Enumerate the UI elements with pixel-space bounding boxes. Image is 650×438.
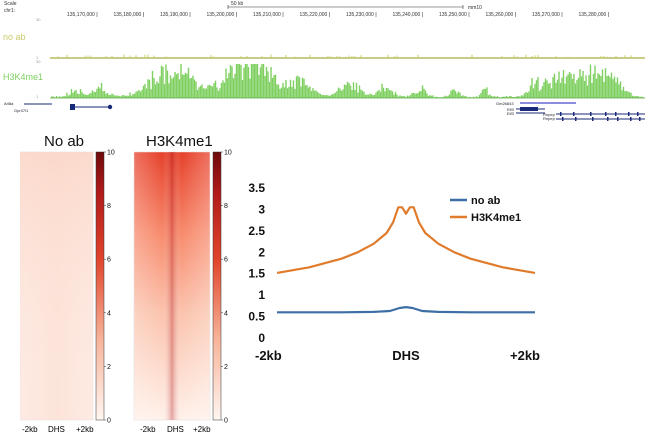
legend-label: H3K4me1 <box>471 212 521 224</box>
y-axis: 3.5 3 2.5 2 1.5 1 0.5 0 <box>248 181 265 345</box>
heatmap-h3k4me1-xtick: -2kb <box>140 425 156 434</box>
gene-label: Rnpep <box>543 116 556 121</box>
heatmap-h3k4me1-xtick: DHS <box>167 425 184 434</box>
coord-tick-label: 135,260,000 <box>486 12 514 18</box>
browser-header: Scale chr1: 50 kb mm10 135,170,000 135,18… <box>4 1 609 18</box>
coord-tick-label: 135,180,000 <box>114 12 142 18</box>
coord-tick-label: 135,190,000 <box>160 12 188 18</box>
heatmap-h3k4me1: 10 8 6 4 2 0 -2kb DHS +2kb <box>133 150 232 434</box>
profile-line-chart: 3.5 3 2.5 2 1.5 1 0.5 0 -2kb DHS +2kb no ab H3K4me… <box>248 181 540 363</box>
y-tick-label: 3.5 <box>248 181 265 195</box>
track-no-ab-scale-bottom: 1 <box>36 55 39 60</box>
colorbar-tick-label: 4 <box>107 310 111 317</box>
y-tick-label: 0.5 <box>248 310 265 324</box>
gene-label: Gm26843 <box>496 101 514 106</box>
series-line-no-ab <box>277 306 535 314</box>
y-tick-label: 1.5 <box>248 267 265 281</box>
exon <box>575 117 577 121</box>
chart-legend: no ab H3K4me1 <box>450 195 521 224</box>
heatmap-no-ab-xtick: +2kb <box>76 425 94 434</box>
chrom-label: chr1: <box>4 8 15 14</box>
exon <box>617 117 619 121</box>
colorbar-tick-label: 2 <box>107 364 111 371</box>
heatmap-no-ab-xtick: -2kb <box>22 425 38 434</box>
exon <box>607 117 609 121</box>
track-h3k4me1-scale-top: 30 <box>36 59 41 64</box>
assembly-label: mm10 <box>468 5 482 11</box>
scale-bar-label: 50 kb <box>231 1 243 7</box>
track-label-no-ab: no ab <box>3 32 26 42</box>
colorbar-tick-label: 10 <box>107 150 115 157</box>
coord-tick-label: 135,170,000 <box>67 12 95 18</box>
exon <box>639 117 641 121</box>
exon <box>605 112 607 116</box>
exon <box>637 112 639 116</box>
gene-label: Elf3 <box>507 107 515 112</box>
colorbar-tick-label: 0 <box>107 418 111 425</box>
coord-tick-label: 135,280,000 <box>579 12 607 18</box>
coord-tick-label: 135,210,000 <box>253 12 281 18</box>
colorbar-tick-label: 10 <box>224 150 232 157</box>
exon <box>615 112 617 116</box>
exon <box>573 112 575 116</box>
colorbar-ticks: 10 8 6 4 2 0 <box>104 150 115 425</box>
exon <box>630 117 632 121</box>
colorbar-tick-label: 4 <box>224 310 228 317</box>
coord-tick-label: 135,270,000 <box>532 12 560 18</box>
x-tick-label: +2kb <box>510 348 540 363</box>
track-label-h3k4me1: H3K4me1 <box>3 72 43 82</box>
track-h3k4me1-scale-bottom: 1 <box>36 94 39 99</box>
x-axis: -2kb DHS +2kb <box>255 348 540 363</box>
scale-label: Scale <box>4 1 17 7</box>
colorbar-no-ab <box>95 151 105 421</box>
exon <box>628 112 630 116</box>
genome-browser: Scale chr1: 50 kb mm10 135,170,000 135,18… <box>3 1 645 121</box>
series-line-h3k4me1 <box>276 206 536 274</box>
gene-label: Gpr37l1 <box>14 108 29 113</box>
coord-tick-label: 135,200,000 <box>207 12 235 18</box>
exon <box>562 117 564 121</box>
y-tick-label: 2 <box>258 245 265 259</box>
series-lines <box>276 206 536 314</box>
gene-label: Arl8a <box>4 101 14 106</box>
x-tick-label: DHS <box>392 348 420 363</box>
colorbar-ticks: 10 8 6 4 2 0 <box>221 150 232 425</box>
exon <box>590 112 592 116</box>
y-tick-label: 0 <box>258 331 265 345</box>
legend-label: no ab <box>471 195 501 207</box>
y-tick-label: 1 <box>258 288 265 302</box>
heatmap-no-ab-xtick: DHS <box>48 425 65 434</box>
y-tick-label: 3 <box>258 202 265 216</box>
coord-tick-label: 135,250,000 <box>439 12 467 18</box>
coordinate-ticks: 135,170,000 135,180,000 135,190,000 135,200… <box>67 12 609 18</box>
gene-track: Arl8a Gpr37l1 Gm26843 Elf3 Elf3 Rnpep Rn… <box>4 101 645 121</box>
heatmap-no-ab: 10 8 6 4 2 0 -2kb DHS +2kb <box>20 150 115 434</box>
colorbar-tick-label: 2 <box>224 364 228 371</box>
y-tick-label: 2.5 <box>248 224 265 238</box>
coord-tick-label: 135,220,000 <box>300 12 328 18</box>
heatmap-title-h3k4me1: H3K4me1 <box>146 133 213 150</box>
colorbar-tick-label: 6 <box>107 257 111 264</box>
track-h3k4me1-signal <box>51 64 644 98</box>
heatmap-title-no-ab: No ab <box>44 133 85 150</box>
gene-label: Rnpep <box>543 112 556 117</box>
x-tick-label: -2kb <box>255 348 282 363</box>
heatmap-h3k4me1-xtick: +2kb <box>193 425 211 434</box>
coord-tick-label: 135,230,000 <box>346 12 374 18</box>
exon <box>592 117 594 121</box>
coord-tick-label: 135,240,000 <box>393 12 421 18</box>
colorbar-h3k4me1 <box>212 151 222 421</box>
colorbar-tick-label: 6 <box>224 257 228 264</box>
colorbar-tick-label: 0 <box>224 418 228 425</box>
gene-label: Elf3 <box>507 111 515 116</box>
track-no-ab-scale-top: 30 <box>36 17 41 22</box>
colorbar-tick-label: 8 <box>224 203 228 210</box>
colorbar-tick-label: 8 <box>107 203 111 210</box>
track-no-ab-spikes <box>57 54 632 58</box>
exon <box>560 112 562 116</box>
